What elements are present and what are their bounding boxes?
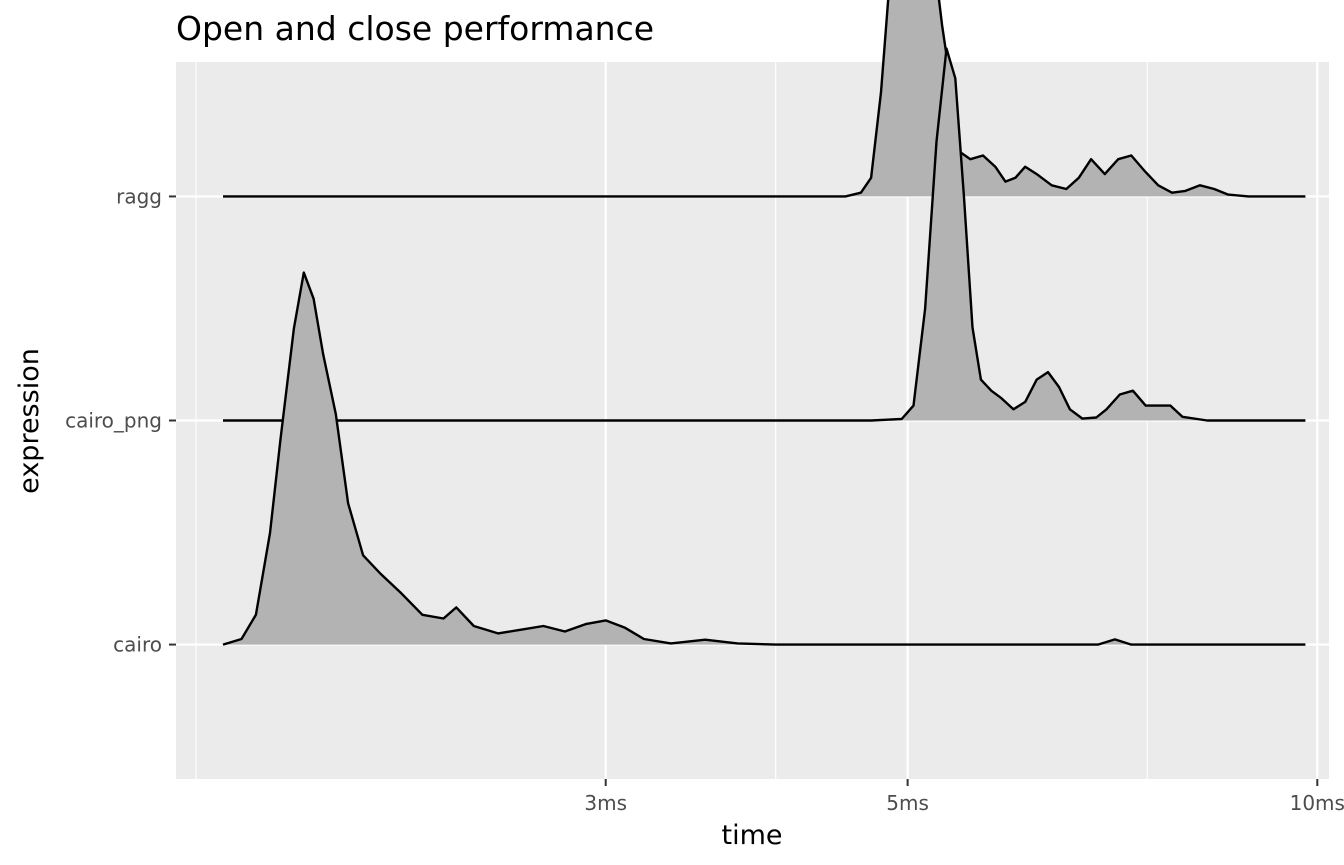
chart-title: Open and close performance bbox=[176, 9, 654, 48]
y-tick-label: cairo bbox=[113, 633, 162, 657]
ridge-area-cairo bbox=[223, 272, 1306, 645]
ridge-line-cairo bbox=[222, 271, 1306, 646]
x-axis: 3ms 5ms 10ms bbox=[584, 779, 1344, 815]
y-tick-label: cairo_png bbox=[65, 409, 162, 433]
x-axis-title: time bbox=[721, 820, 782, 851]
x-tick-label: 10ms bbox=[1290, 791, 1344, 815]
ridge-ragg bbox=[223, 0, 1306, 198]
ridge-line-cairo_png bbox=[223, 47, 1306, 422]
y-tick-label: ragg bbox=[116, 184, 162, 208]
y-axis-title: expression bbox=[14, 348, 45, 494]
y-axis: cairo cairo_png ragg bbox=[65, 184, 176, 657]
ridges bbox=[222, 0, 1306, 646]
ridge-line-ragg bbox=[223, 0, 1306, 198]
x-tick-label: 3ms bbox=[584, 791, 627, 815]
ridge-cairo bbox=[222, 271, 1306, 646]
ridge-cairo_png bbox=[223, 47, 1306, 422]
x-tick-label: 5ms bbox=[886, 791, 929, 815]
